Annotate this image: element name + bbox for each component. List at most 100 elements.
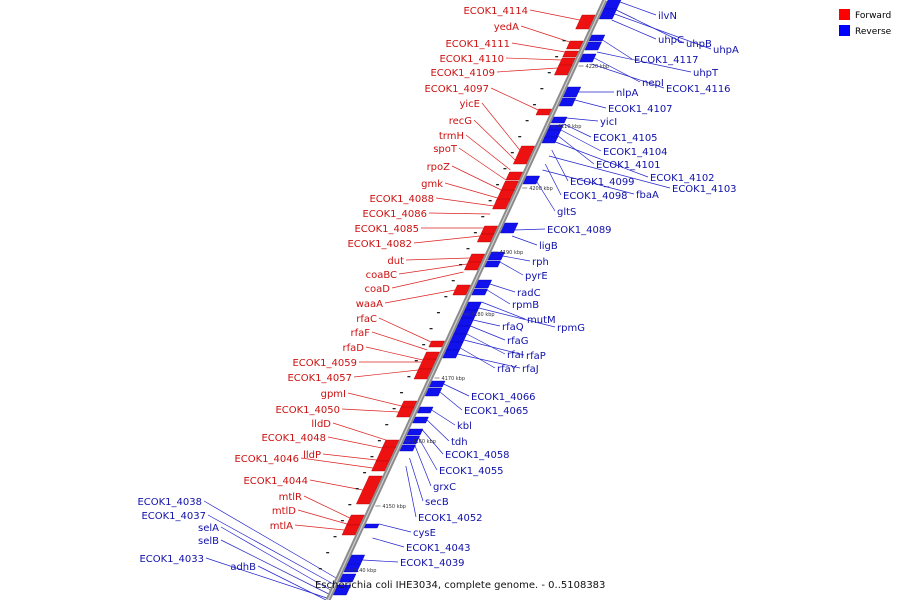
reverse-gene-label-selb: selB (198, 536, 219, 547)
reverse-gene-label-ecok1-4105: ECOK1_4105 (593, 133, 658, 144)
gene-features (318, 0, 622, 596)
reverse-gene-label-ecok1-4065: ECOK1_4065 (464, 406, 529, 417)
reverse-gene-label-ecok1-4099: ECOK1_4099 (570, 177, 635, 188)
reverse-gene-label-ecok1-4043: ECOK1_4043 (406, 543, 471, 554)
forward-gene-label-rfad: rfaD (343, 343, 365, 354)
reverse-gene-label-ecok1-4052: ECOK1_4052 (418, 513, 483, 524)
legend-forward-label: Forward (855, 11, 891, 21)
reverse-leader-line (466, 333, 506, 355)
reverse-leader-line (372, 537, 405, 548)
reverse-gene-label-pyre: pyrE (525, 271, 548, 282)
feature-tick-mark (562, 40, 566, 42)
genome-backbone (325, 0, 608, 600)
forward-gene-block (371, 460, 390, 472)
forward-gene-block (464, 261, 482, 271)
reverse-gene-block (429, 380, 446, 388)
forward-gene-block (566, 40, 584, 50)
feature-tick-mark (540, 88, 544, 90)
reverse-leader-line (405, 465, 417, 518)
reverse-gene-block (598, 8, 618, 20)
reverse-gene-block (550, 116, 568, 124)
forward-leader-line (353, 369, 419, 378)
reverse-gene-block (471, 288, 488, 296)
forward-gene-label-gpmi: gpmI (321, 389, 346, 400)
kbp-tick-label: 4190 kbp (500, 250, 524, 256)
feature-tick-mark (422, 344, 426, 346)
forward-gene-label-ecok1-4088: ECOK1_4088 (369, 194, 434, 205)
forward-leader-line (451, 165, 502, 191)
reverse-leader-line (203, 500, 337, 579)
forward-gene-label-ecok1-4111: ECOK1_4111 (445, 39, 510, 50)
reverse-leader-line (362, 559, 399, 563)
reverse-leader-line (443, 383, 470, 397)
reverse-gene-label-fbaa: fbaA (636, 190, 659, 201)
reverse-gene-block (584, 41, 602, 51)
forward-gene-block (452, 284, 471, 296)
reverse-gene-block (402, 435, 421, 445)
forward-gene-label-coad: coaD (365, 284, 391, 295)
reverse-leader-line (426, 419, 450, 442)
reverse-gene-label-ligb: ligB (539, 241, 558, 252)
reverse-gene-label-ecok1-4037: ECOK1_4037 (141, 511, 206, 522)
reverse-leader-line (563, 123, 592, 138)
forward-leader-line (473, 119, 516, 161)
kbp-tick-label: 4200 kbp (529, 186, 553, 192)
forward-gene-label-trmh: trmH (439, 131, 464, 142)
reverse-leader-line (544, 163, 562, 196)
legend-reverse-label: Reverse (855, 27, 892, 37)
forward-leader-line (398, 263, 468, 275)
forward-leader-line (294, 524, 345, 531)
forward-gene-label-ecok1-4097: ECOK1_4097 (424, 84, 489, 95)
forward-gene-label-mtlr: mtlR (279, 492, 302, 503)
reverse-leader-line (205, 557, 328, 599)
feature-tick-mark (377, 440, 381, 442)
kbp-tick-label: 4170 kbp (441, 376, 465, 382)
kbp-tick-label: 4210 kbp (558, 124, 582, 130)
forward-leader-line (444, 182, 498, 199)
forward-gene-label-ecok1-4085: ECOK1_4085 (354, 224, 419, 235)
reverse-gene-label-glts: gltS (557, 207, 576, 218)
forward-gene-block (341, 524, 360, 536)
reverse-gene-label-mutm: mutM (527, 315, 556, 326)
reverse-leader-line (439, 391, 463, 411)
forward-gene-label-gmk: gmk (421, 179, 443, 190)
reverse-leader-line (511, 235, 538, 246)
reverse-gene-label-uhpa: uhpA (713, 45, 739, 56)
reverse-leader-line (460, 347, 496, 369)
feature-tick-mark (466, 248, 470, 250)
feature-tick-mark (488, 200, 492, 202)
reverse-leader-line (220, 526, 331, 591)
reverse-gene-label-rfap: rfaP (526, 351, 546, 362)
forward-gene-label-dut: dut (387, 256, 404, 267)
reverse-gene-block (500, 222, 519, 234)
reverse-gene-label-adhb: adhB (230, 562, 256, 573)
reverse-gene-label-ecok1-4107: ECOK1_4107 (608, 104, 673, 115)
reverse-gene-label-ecok1-4104: ECOK1_4104 (603, 147, 668, 158)
reverse-gene-block (406, 428, 424, 436)
reverse-gene-label-ecok1-4058: ECOK1_4058 (445, 450, 510, 461)
feature-tick-mark (407, 376, 411, 378)
reverse-leader-line (536, 181, 556, 212)
reverse-gene-label-ecok1-4033: ECOK1_4033 (139, 554, 204, 565)
feature-tick-mark (355, 488, 359, 490)
forward-gene-label-waaa: waaA (356, 299, 383, 310)
forward-leader-line (384, 289, 456, 304)
forward-gene-block (413, 368, 432, 380)
reverse-gene-label-rfay: rfaY (497, 364, 518, 375)
reverse-leader-line (594, 57, 641, 83)
feature-tick-mark (503, 168, 507, 170)
forward-gene-block (562, 50, 579, 58)
forward-gene-label-ecok1-4057: ECOK1_4057 (287, 373, 352, 384)
reverse-leader-line (502, 255, 531, 262)
reverse-leader-line (473, 319, 501, 327)
feature-tick-mark (547, 72, 551, 74)
gene-labels: ECOK1_4114 yedA ECOK1_4111 ECOK1_4110 ECOK1_… (137, 6, 739, 573)
reverse-gene-label-tdh: tdh (451, 437, 468, 448)
forward-gene-label-mtld: mtlD (272, 506, 296, 517)
forward-gene-label-recg: recG (449, 116, 472, 127)
forward-gene-label-ecok1-4082: ECOK1_4082 (347, 239, 412, 250)
forward-gene-block (396, 406, 415, 418)
reverse-gene-label-rfag: rfaG (507, 336, 529, 347)
reverse-gene-label-rfai: rfaI (507, 350, 524, 361)
